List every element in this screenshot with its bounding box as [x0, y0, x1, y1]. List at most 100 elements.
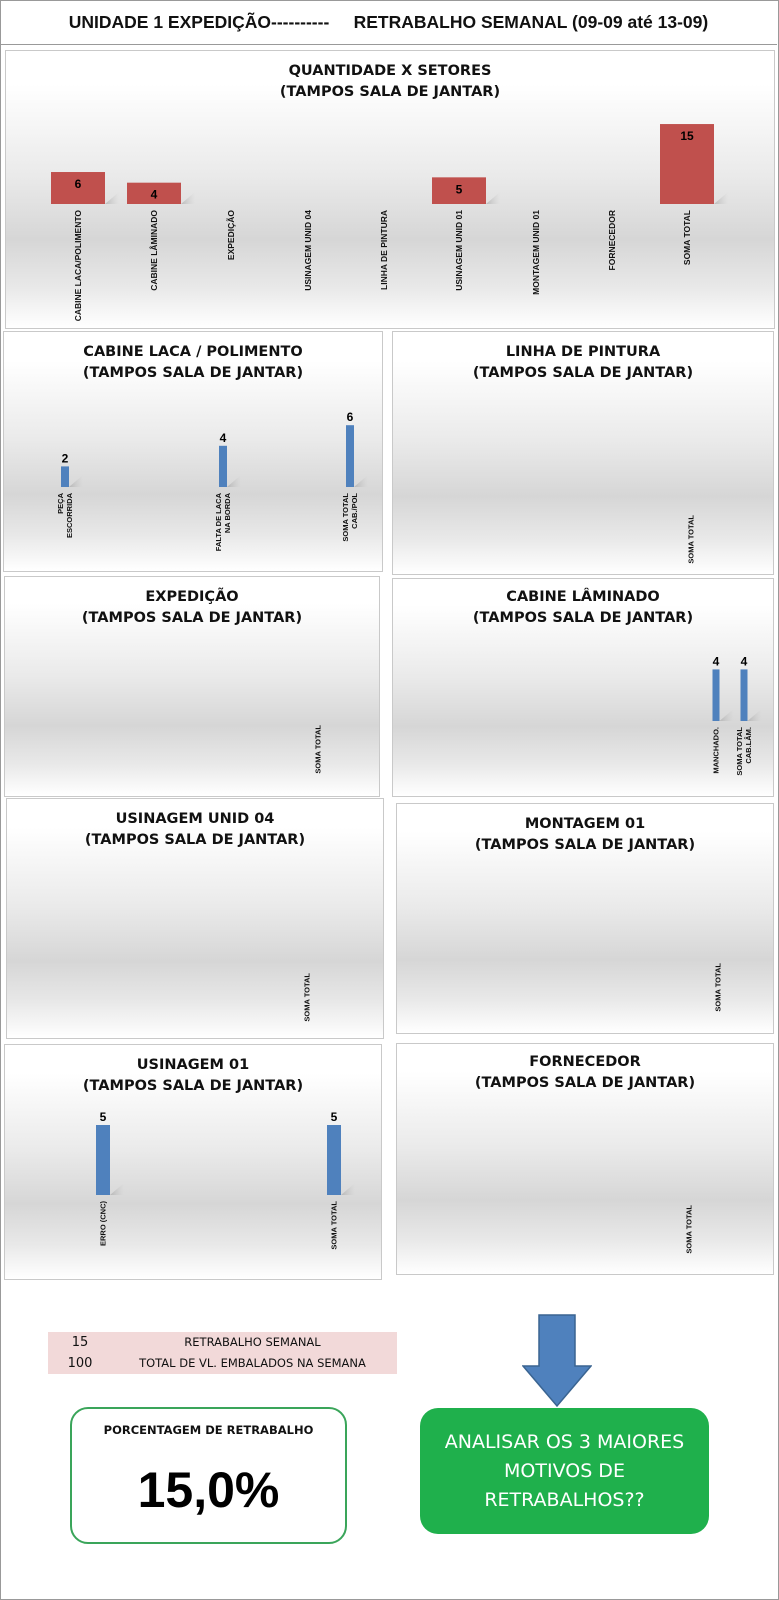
bar	[660, 124, 714, 204]
data-label: 6	[347, 410, 354, 424]
tick-label: FORNECEDOR	[607, 210, 617, 270]
chart-panel-expedicao: EXPEDIÇÃO (TAMPOS SALA DE JANTAR) SOMA T…	[4, 576, 380, 797]
tick-label: SOMA TOTAL	[330, 1201, 339, 1250]
tick-label: CAB.LÂM.	[744, 727, 753, 764]
category-label: LINHA DE PINTURA	[379, 210, 389, 290]
chart-title: EXPEDIÇÃO (TAMPOS SALA DE JANTAR)	[81, 589, 303, 626]
tick-label: CABINE LACA/POLIMENTO	[73, 210, 83, 322]
page-header: UNIDADE 1 EXPEDIÇÃO---------- RETRABALHO…	[0, 0, 777, 45]
bar	[432, 177, 486, 204]
data-label: 15	[680, 129, 694, 143]
data-label: 4	[713, 654, 720, 668]
data-label: 4	[220, 431, 227, 445]
bar	[127, 182, 181, 204]
summary-label: RETRABALHO SEMANAL	[184, 1335, 321, 1349]
arrow-down-icon	[522, 1314, 592, 1408]
tick-label: SOMA TOTAL	[341, 493, 350, 542]
category-label: SOMA TOTAL	[687, 515, 696, 564]
percent-value: 15,0%	[137, 1462, 280, 1518]
chart-expedicao: SOMA TOTAL	[314, 725, 323, 774]
header-right: RETRABALHO SEMANAL (09-09 até 13-09)	[353, 11, 709, 32]
chart-title: CABINE LACA / POLIMENTO (TAMPOS SALA DE …	[82, 344, 304, 381]
tick-label: SOMA TOTAL	[682, 210, 692, 265]
data-label: 2	[62, 451, 69, 465]
tick-label: MANCHADO.	[712, 727, 721, 774]
tick-label: SOMA TOTAL	[687, 515, 696, 564]
data-label: 6	[75, 177, 82, 191]
chart-title: QUANTIDADE X SETORES (TAMPOS SALA DE JAN…	[279, 63, 501, 100]
bar	[96, 1125, 110, 1195]
chart-panel-laca: CABINE LACA / POLIMENTO (TAMPOS SALA DE …	[3, 331, 383, 572]
bar	[712, 669, 720, 721]
tick-label: PEÇA	[56, 492, 65, 513]
chart-title: MONTAGEM 01 (TAMPOS SALA DE JANTAR)	[474, 816, 696, 853]
bar-shadow	[341, 1183, 355, 1195]
tick-label: USINAGEM UNID 01	[454, 210, 464, 291]
chart-title: LINHA DE PINTURA (TAMPOS SALA DE JANTAR)	[472, 344, 694, 381]
bar	[61, 466, 69, 487]
category-label: SOMA TOTAL CAB.LÂM.	[735, 727, 753, 776]
chart-title: USINAGEM UNID 04 (TAMPOS SALA DE JANTAR)	[84, 811, 306, 848]
tick-label: SOMA TOTAL	[314, 725, 323, 774]
tick-label: ERRO (CNC)	[99, 1201, 108, 1246]
chart-title: FORNECEDOR (TAMPOS SALA DE JANTAR)	[474, 1054, 696, 1091]
tick-label: SOMA TOTAL	[685, 1205, 694, 1254]
summary-row-total: 100 TOTAL DE VL. EMBALADOS NA SEMANA	[48, 1353, 397, 1374]
chart-panel-fornecedor: FORNECEDOR (TAMPOS SALA DE JANTAR) SOMA …	[396, 1043, 774, 1275]
category-label: MANCHADO.	[712, 727, 721, 774]
category-label: USINAGEM UNID 04	[303, 210, 313, 291]
tick-label: SOMA TOTAL	[714, 963, 723, 1012]
category-label: CABINE LÂMINADO	[148, 210, 159, 291]
category-label: PEÇA ESCORRIDA	[56, 492, 74, 538]
chart-montagem: SOMA TOTAL	[714, 963, 723, 1012]
tick-label: SOMA TOTAL	[735, 727, 744, 776]
tick-label: LINHA DE PINTURA	[379, 210, 389, 290]
chart-laca: 2 PEÇA ESCORRIDA 4 FALTA DE LACA NA BORDA 6 SOM…	[56, 410, 368, 551]
tick-label: CAB./POL	[350, 493, 359, 529]
data-label: 5	[100, 1110, 107, 1124]
bar-shadow	[719, 709, 734, 721]
tick-label: NA BORDA	[223, 492, 232, 533]
category-label: SOMA TOTAL	[314, 725, 323, 774]
category-label: USINAGEM UNID 01	[454, 210, 464, 291]
tick-label: USINAGEM UNID 04	[303, 210, 313, 291]
percent-box: PORCENTAGEM DE RETRABALHO 15,0%	[70, 1407, 347, 1544]
chart-title: USINAGEM 01 (TAMPOS SALA DE JANTAR)	[82, 1057, 304, 1094]
chart-main: 6 CABINE LACA/POLIMENTO 4 CABINE LÂMINADO EX…	[51, 124, 728, 322]
percent-label: PORCENTAGEM DE RETRABALHO	[103, 1423, 314, 1437]
category-label: SOMA TOTAL	[682, 210, 692, 265]
tick-label: MONTAGEM UNID 01	[531, 210, 541, 295]
chart-panel-usinagem01: USINAGEM 01 (TAMPOS SALA DE JANTAR) 5 ERR…	[4, 1044, 382, 1280]
category-label: EXPEDIÇÃO	[226, 210, 236, 260]
callout-box: ANALISAR OS 3 MAIORES MOTIVOS DE RETRABA…	[420, 1408, 709, 1534]
chart-pintura: SOMA TOTAL	[687, 515, 696, 564]
category-label: SOMA TOTAL	[303, 973, 312, 1022]
bar-shadow	[747, 709, 762, 721]
summary-label: TOTAL DE VL. EMBALADOS NA SEMANA	[139, 1356, 366, 1370]
bar-shadow	[105, 192, 119, 204]
category-label: SOMA TOTAL	[685, 1205, 694, 1254]
tick-label: CABINE LÂMINADO	[148, 210, 159, 291]
header-left: UNIDADE 1 EXPEDIÇÃO----------	[68, 11, 330, 32]
chart-panel-montagem: MONTAGEM 01 (TAMPOS SALA DE JANTAR) SOMA…	[396, 803, 774, 1034]
bar	[346, 425, 354, 487]
tick-label: ESCORRIDA	[65, 492, 74, 538]
data-label: 4	[151, 188, 158, 202]
category-label: SOMA TOTAL CAB./POL	[341, 493, 359, 542]
bar	[219, 445, 227, 487]
tick-label: EXPEDIÇÃO	[226, 210, 236, 260]
bar-shadow	[354, 475, 368, 487]
summary-table: 15 RETRABALHO SEMANAL 100 TOTAL DE VL. E…	[48, 1332, 397, 1374]
bar	[740, 669, 748, 721]
category-label: ERRO (CNC)	[99, 1201, 108, 1246]
chart-usinagem04: SOMA TOTAL	[303, 973, 312, 1022]
data-label: 5	[456, 182, 463, 196]
bar-shadow	[486, 192, 500, 204]
category-label: SOMA TOTAL	[330, 1201, 339, 1250]
summary-row-retrabalho: 15 RETRABALHO SEMANAL	[48, 1332, 397, 1353]
chart-panel-main: QUANTIDADE X SETORES (TAMPOS SALA DE JAN…	[5, 50, 775, 329]
category-label: CABINE LACA/POLIMENTO	[73, 210, 83, 322]
data-label: 4	[741, 654, 748, 668]
summary-value: 100	[67, 1356, 93, 1371]
chart-panel-usinagem04: USINAGEM UNID 04 (TAMPOS SALA DE JANTAR)…	[6, 798, 384, 1039]
